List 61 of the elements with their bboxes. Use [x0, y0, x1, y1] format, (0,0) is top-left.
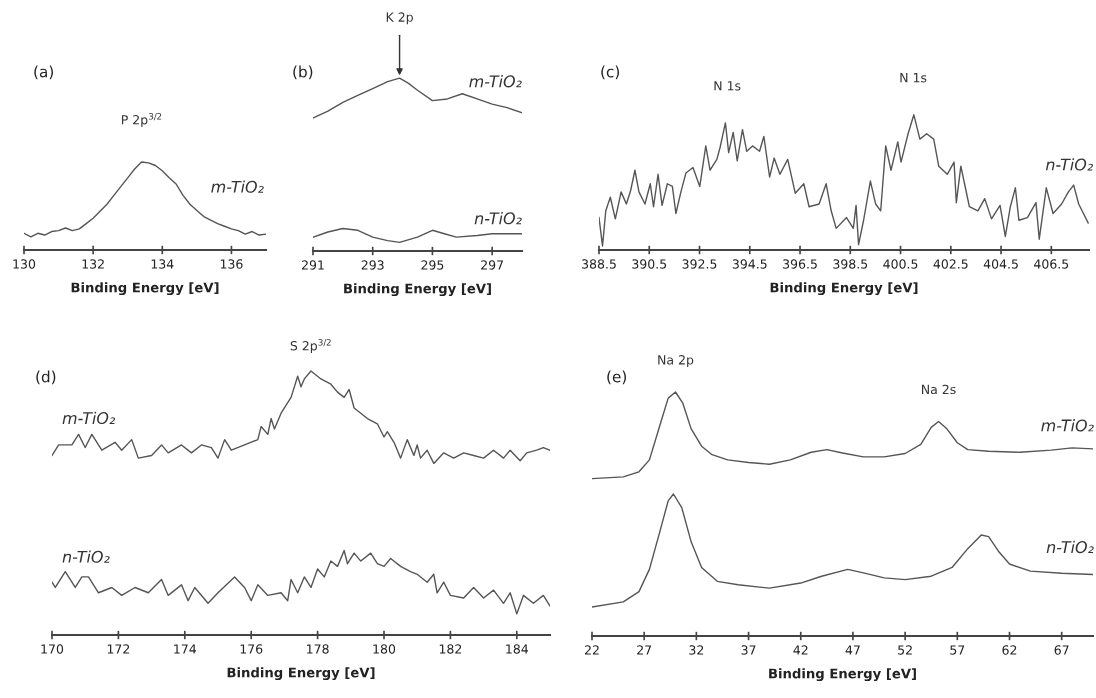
chart-title: (c)	[601, 65, 620, 80]
series-label: m-TiO₂	[62, 411, 116, 425]
annotation: Na 2p	[658, 355, 694, 367]
x-tick-label: 392.5	[682, 259, 717, 269]
series-label: m-TiO₂	[469, 75, 522, 88]
x-tick-label: 293	[361, 260, 384, 270]
x-tick-label: 297	[481, 260, 503, 270]
x-tick-label: 388.5	[582, 259, 616, 269]
x-tick-label: 132	[82, 259, 104, 269]
chart-title: (b)	[293, 65, 313, 80]
x-tick-label: 42	[793, 645, 808, 655]
series-label: m-TiO₂	[1041, 419, 1094, 432]
x-tick-label: 130	[13, 259, 36, 269]
x-tick-label: 400.5	[883, 259, 918, 269]
x-tick-label: 32	[689, 645, 704, 655]
x-tick-label: 52	[898, 645, 912, 655]
annotation: N 1s	[714, 81, 741, 91]
x-tick-label: 136	[220, 259, 243, 269]
series-label: n-TiO₂	[1046, 540, 1094, 554]
x-tick-label: 27	[637, 645, 652, 655]
x-axis-title: Binding Energy [eV]	[344, 283, 491, 297]
series-label: m-TiO₂	[211, 180, 264, 193]
x-axis-title: Binding Energy [eV]	[769, 668, 916, 682]
x-tick-label: 67	[1054, 645, 1069, 655]
x-axis-title: Binding Energy [eV]	[227, 667, 375, 681]
chart-title: (e)	[607, 370, 627, 385]
chart-title: (a)	[34, 65, 53, 80]
x-tick-label: 295	[421, 260, 444, 270]
x-tick-label: 176	[240, 644, 263, 654]
series-label: n-TiO₂	[62, 550, 110, 563]
x-tick-label: 180	[373, 644, 396, 654]
x-tick-label: 174	[174, 644, 197, 654]
x-tick-label: 404.5	[983, 259, 1018, 269]
x-tick-label: 22	[584, 645, 599, 655]
x-tick-label: 182	[439, 644, 462, 654]
x-tick-label: 37	[741, 645, 756, 655]
x-axis-title: Binding Energy [eV]	[71, 282, 219, 296]
x-tick-label: 394.5	[732, 259, 767, 269]
x-tick-label: 390.5	[632, 259, 667, 269]
x-tick-label: 291	[301, 260, 324, 270]
annotation: N 1s	[900, 73, 927, 83]
x-tick-label: 398.5	[833, 259, 868, 269]
x-axis-title: Binding Energy [eV]	[770, 282, 918, 296]
x-tick-label: 62	[1002, 645, 1017, 655]
x-tick-label: 396.5	[783, 259, 817, 269]
x-tick-label: 184	[506, 644, 529, 654]
x-tick-label: 170	[41, 644, 64, 654]
annotation: Na 2s	[922, 384, 956, 395]
x-tick-label: 178	[307, 644, 329, 654]
x-tick-label: 406.5	[1034, 259, 1069, 269]
series-label: n-TiO₂	[474, 211, 522, 225]
x-tick-label: 172	[107, 644, 130, 654]
annotation: S 2p$^{3/2}$	[290, 339, 331, 353]
chart-title: (d)	[36, 370, 56, 385]
x-tick-label: 47	[845, 645, 860, 655]
x-tick-label: 134	[151, 259, 174, 269]
x-tick-label: 57	[950, 645, 965, 655]
series-label: n-TiO₂	[1045, 158, 1093, 171]
annotation: P 2p$^{3/2}$	[121, 113, 162, 127]
annotation: K 2p	[386, 12, 413, 25]
x-tick-label: 402.5	[933, 259, 968, 269]
